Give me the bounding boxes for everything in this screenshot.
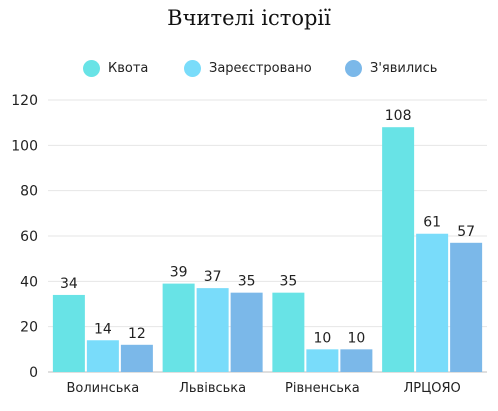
bar <box>230 292 263 372</box>
data-label: 35 <box>238 274 256 290</box>
data-label: 14 <box>94 321 112 337</box>
data-label: 39 <box>170 265 188 281</box>
y-tick-label: 40 <box>20 274 38 290</box>
data-label: 37 <box>204 269 222 285</box>
legend-swatch-registered <box>184 59 201 77</box>
bar <box>120 344 153 372</box>
x-tick-label: ЛРЦОЯО <box>404 381 461 396</box>
data-label: 57 <box>457 224 475 240</box>
bar <box>196 288 229 372</box>
data-label: 10 <box>347 330 365 346</box>
data-label: 34 <box>60 276 78 292</box>
legend-item-quota[interactable]: Квота <box>83 56 148 80</box>
legend-swatch-attended <box>345 59 362 77</box>
data-label: 12 <box>128 326 146 342</box>
y-tick-label: 20 <box>20 320 38 336</box>
bar <box>52 294 85 372</box>
bar <box>382 127 415 372</box>
legend-item-attended[interactable]: З'явились <box>345 56 437 80</box>
bar <box>272 292 305 372</box>
legend-swatch-quota <box>83 59 100 77</box>
y-tick-label: 80 <box>20 184 38 200</box>
legend-label-quota: Квота <box>108 60 149 76</box>
legend-item-registered[interactable]: Зареєстровано <box>184 56 312 80</box>
y-tick-label: 60 <box>20 229 38 245</box>
x-tick-label: Волинська <box>66 381 139 396</box>
bar <box>306 349 339 372</box>
y-tick-label: 100 <box>11 138 38 154</box>
legend: Квота Зареєстровано З'явились <box>0 56 498 80</box>
bar <box>416 233 449 372</box>
data-label: 61 <box>423 215 441 231</box>
legend-label-registered: Зареєстровано <box>209 60 312 76</box>
bar <box>86 340 119 372</box>
bar <box>450 242 483 372</box>
legend-label-attended: З'явились <box>370 60 438 76</box>
y-tick-label: 0 <box>29 365 38 381</box>
data-label: 35 <box>279 274 297 290</box>
data-label: 108 <box>385 108 412 124</box>
x-tick-label: Рівненська <box>285 381 360 396</box>
bar <box>162 283 195 372</box>
x-tick-label: Львівська <box>179 381 246 396</box>
data-label: 10 <box>313 330 331 346</box>
bar <box>340 349 373 372</box>
y-tick-label: 120 <box>11 93 38 109</box>
chart-title: Вчителі історії <box>167 6 331 30</box>
